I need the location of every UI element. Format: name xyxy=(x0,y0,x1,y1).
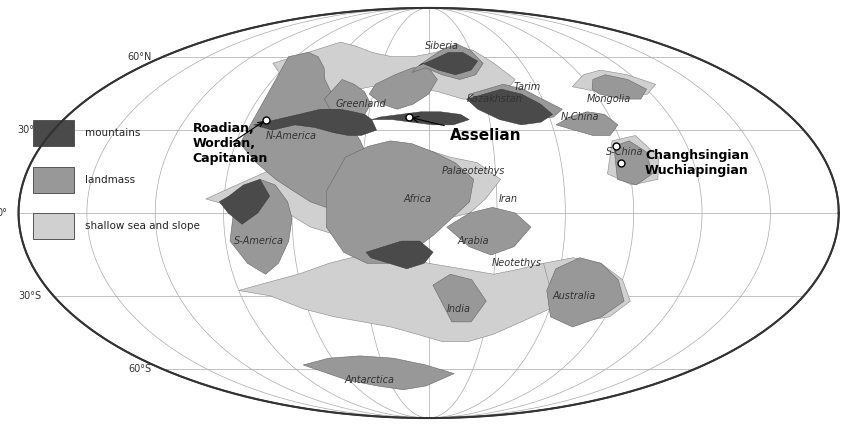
Polygon shape xyxy=(467,89,552,125)
Polygon shape xyxy=(412,44,483,80)
Text: mountains: mountains xyxy=(85,128,140,138)
Text: S-China: S-China xyxy=(605,147,643,157)
Text: landmass: landmass xyxy=(85,175,135,184)
Polygon shape xyxy=(303,356,454,390)
Text: Antarctica: Antarctica xyxy=(344,375,394,385)
Polygon shape xyxy=(240,52,367,207)
Bar xyxy=(33,120,74,146)
Text: shallow sea and slope: shallow sea and slope xyxy=(85,221,200,231)
Polygon shape xyxy=(592,75,647,99)
Polygon shape xyxy=(572,70,655,97)
Text: Australia: Australia xyxy=(552,291,596,301)
Polygon shape xyxy=(326,141,473,263)
Polygon shape xyxy=(366,241,434,269)
Text: 30°N: 30°N xyxy=(18,125,42,135)
Bar xyxy=(33,213,74,239)
Polygon shape xyxy=(547,258,624,327)
Polygon shape xyxy=(254,109,377,135)
Polygon shape xyxy=(469,84,562,120)
Text: Iran: Iran xyxy=(499,194,518,204)
Polygon shape xyxy=(371,112,469,125)
Text: Kazakhstan: Kazakhstan xyxy=(467,94,523,104)
Text: Greenland: Greenland xyxy=(336,99,387,109)
Text: Tarim: Tarim xyxy=(513,82,541,92)
Polygon shape xyxy=(419,52,478,75)
Polygon shape xyxy=(19,8,839,418)
Text: Mongolia: Mongolia xyxy=(586,94,631,104)
Polygon shape xyxy=(239,255,581,342)
Text: Siberia: Siberia xyxy=(425,41,459,51)
Text: Palaeotethys: Palaeotethys xyxy=(441,166,505,176)
Text: Roadian,
Wordian,
Capitanian: Roadian, Wordian, Capitanian xyxy=(193,122,269,165)
Polygon shape xyxy=(230,179,292,274)
Text: Arabia: Arabia xyxy=(458,236,490,246)
Bar xyxy=(33,167,74,193)
Text: Changhsingian
Wuchiapingian: Changhsingian Wuchiapingian xyxy=(645,149,749,177)
Text: India: India xyxy=(447,304,471,314)
Polygon shape xyxy=(543,258,630,322)
Text: 60°S: 60°S xyxy=(128,364,151,374)
Polygon shape xyxy=(219,179,269,224)
Polygon shape xyxy=(614,141,652,185)
Text: N-America: N-America xyxy=(266,130,317,141)
Text: Africa: Africa xyxy=(403,194,431,204)
Polygon shape xyxy=(206,144,501,247)
Text: Neotethys: Neotethys xyxy=(492,258,542,268)
Polygon shape xyxy=(273,42,515,99)
Polygon shape xyxy=(608,135,659,185)
Polygon shape xyxy=(556,112,618,135)
Text: 0°: 0° xyxy=(0,208,7,218)
Text: S-America: S-America xyxy=(235,236,285,246)
Polygon shape xyxy=(433,274,486,322)
Text: 30°S: 30°S xyxy=(19,291,42,301)
Text: N-China: N-China xyxy=(560,112,599,122)
Text: 60°N: 60°N xyxy=(128,52,151,62)
Polygon shape xyxy=(369,68,437,109)
Text: Asselian: Asselian xyxy=(412,116,521,143)
Polygon shape xyxy=(325,80,371,120)
Polygon shape xyxy=(447,207,531,255)
